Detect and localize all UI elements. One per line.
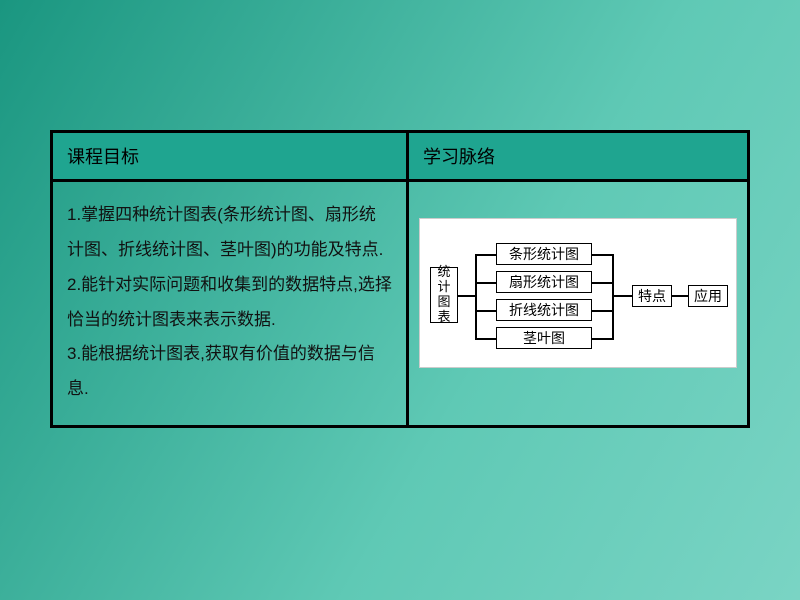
connector xyxy=(592,254,613,256)
objective-1: 1.掌握四种统计图表(条形统计图、扇形统计图、折线统计图、茎叶图)的功能及特点. xyxy=(67,198,392,268)
connector xyxy=(592,310,613,312)
connector xyxy=(458,295,476,297)
node-pie-chart: 扇形统计图 xyxy=(496,271,592,293)
header-outline: 学习脉络 xyxy=(408,132,749,181)
connector xyxy=(592,338,613,340)
objectives-cell: 1.掌握四种统计图表(条形统计图、扇形统计图、折线统计图、茎叶图)的功能及特点.… xyxy=(52,181,408,427)
connector xyxy=(612,295,632,297)
node-stem-leaf: 茎叶图 xyxy=(496,327,592,349)
connector xyxy=(475,310,496,312)
objective-3: 3.能根据统计图表,获取有价值的数据与信息. xyxy=(67,337,392,407)
header-objectives: 课程目标 xyxy=(52,132,408,181)
table-body-row: 1.掌握四种统计图表(条形统计图、扇形统计图、折线统计图、茎叶图)的功能及特点.… xyxy=(52,181,749,427)
connector xyxy=(475,282,496,284)
node-line-chart: 折线统计图 xyxy=(496,299,592,321)
table-header-row: 课程目标 学习脉络 xyxy=(52,132,749,181)
node-root: 统计图表 xyxy=(430,267,458,323)
outline-diagram: 统计图表 条形统计图 扇形统计图 折线统计图 茎叶图 特点 应用 xyxy=(419,218,737,368)
diagram-cell: 统计图表 条形统计图 扇形统计图 折线统计图 茎叶图 特点 应用 xyxy=(408,181,749,427)
connector xyxy=(475,254,496,256)
objective-2: 2.能针对实际问题和收集到的数据特点,选择恰当的统计图表来表示数据. xyxy=(67,268,392,338)
node-application: 应用 xyxy=(688,285,728,307)
connector xyxy=(475,338,496,340)
connector xyxy=(475,254,477,338)
node-trait: 特点 xyxy=(632,285,672,307)
connector xyxy=(592,282,613,284)
connector xyxy=(612,254,614,340)
node-bar-chart: 条形统计图 xyxy=(496,243,592,265)
connector xyxy=(672,295,688,297)
course-table: 课程目标 学习脉络 1.掌握四种统计图表(条形统计图、扇形统计图、折线统计图、茎… xyxy=(50,130,750,428)
